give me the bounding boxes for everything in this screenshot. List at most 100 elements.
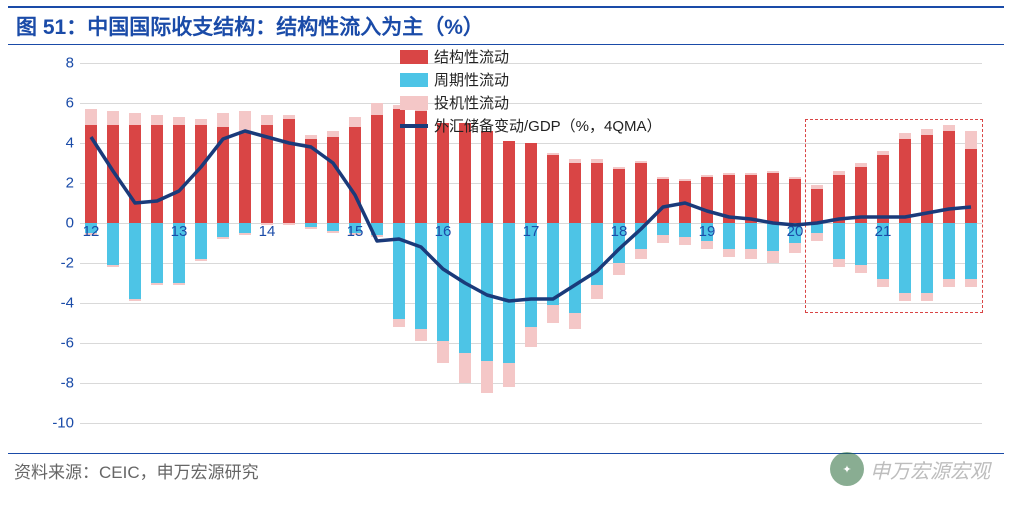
bar-speculative: [151, 283, 163, 285]
bar-speculative: [283, 115, 295, 119]
bar-cyclical: [811, 223, 823, 233]
bar-structural: [943, 131, 955, 223]
x-tick-label: 12: [83, 223, 100, 445]
bar-structural: [679, 181, 691, 223]
legend-item-structural: 结构性流动: [400, 46, 662, 67]
bar-speculative: [899, 293, 911, 301]
chart-title: 图 51：中国国际收支结构：结构性流入为主（%）: [16, 16, 484, 39]
bar-structural: [547, 155, 559, 223]
bar-speculative: [393, 319, 405, 327]
bar-speculative: [239, 233, 251, 235]
bar-cyclical: [415, 223, 427, 329]
legend-swatch-speculative: [400, 96, 428, 110]
watermark: ✦ 申万宏源宏观: [830, 452, 990, 486]
bar-structural: [349, 127, 361, 223]
legend-label-structural: 结构性流动: [434, 46, 509, 67]
y-tick-label: -4: [61, 295, 74, 312]
bar-cyclical: [107, 223, 119, 265]
bar-structural: [371, 115, 383, 223]
bar-cyclical: [635, 223, 647, 249]
chart-title-bar: 图 51：中国国际收支结构：结构性流入为主（%）: [8, 6, 1004, 45]
y-tick-label: 0: [66, 215, 74, 232]
bar-structural: [305, 139, 317, 223]
bar-cyclical: [767, 223, 779, 251]
bar-speculative: [327, 131, 339, 137]
bar-speculative: [811, 233, 823, 241]
y-tick-label: 4: [66, 135, 74, 152]
watermark-text: 申万宏源宏观: [870, 455, 990, 484]
legend-item-speculative: 投机性流动: [400, 92, 662, 113]
bar-structural: [217, 127, 229, 223]
bar-speculative: [217, 113, 229, 127]
bar-cyclical: [217, 223, 229, 237]
bar-speculative: [965, 131, 977, 149]
bar-speculative: [547, 305, 559, 323]
bar-speculative: [591, 285, 603, 299]
highlight-box: [805, 119, 983, 313]
bar-cyclical: [327, 223, 339, 231]
x-tick-label: 16: [435, 223, 452, 445]
bar-cyclical: [921, 223, 933, 293]
y-tick-label: 6: [66, 95, 74, 112]
bar-structural: [811, 189, 823, 223]
bar-speculative: [283, 223, 295, 225]
bar-structural: [921, 135, 933, 223]
bar-cyclical: [833, 223, 845, 259]
bar-speculative: [151, 115, 163, 125]
bar-speculative: [195, 119, 207, 125]
bar-speculative: [481, 361, 493, 393]
bar-structural: [701, 177, 713, 223]
bar-speculative: [261, 115, 273, 125]
bar-cyclical: [943, 223, 955, 279]
bar-speculative: [459, 353, 471, 383]
y-tick-label: -8: [61, 375, 74, 392]
bar-speculative: [811, 185, 823, 189]
x-tick-label: 15: [347, 223, 364, 445]
bar-cyclical: [657, 223, 669, 235]
bar-structural: [107, 125, 119, 223]
bar-speculative: [503, 363, 515, 387]
bar-speculative: [569, 313, 581, 329]
x-tick-label: 13: [171, 223, 188, 445]
bar-structural: [635, 163, 647, 223]
bar-speculative: [591, 159, 603, 163]
bar-speculative: [129, 299, 141, 301]
watermark-icon: ✦: [830, 452, 864, 486]
bar-structural: [481, 131, 493, 223]
y-tick-label: 8: [66, 55, 74, 72]
bar-speculative: [723, 173, 735, 175]
bar-cyclical: [965, 223, 977, 279]
bar-cyclical: [899, 223, 911, 293]
bar-speculative: [855, 163, 867, 167]
bar-structural: [327, 137, 339, 223]
bar-speculative: [767, 251, 779, 263]
x-tick-label: 20: [787, 223, 804, 445]
bar-speculative: [217, 237, 229, 239]
legend: 结构性流动 周期性流动 投机性流动 外汇储备变动/GDP（%，4QMA）: [400, 46, 662, 138]
bar-speculative: [679, 179, 691, 181]
bar-speculative: [107, 111, 119, 125]
bar-cyclical: [591, 223, 603, 285]
bar-structural: [965, 149, 977, 223]
bar-cyclical: [855, 223, 867, 265]
bar-structural: [569, 163, 581, 223]
bar-speculative: [855, 265, 867, 273]
bar-speculative: [569, 159, 581, 163]
bar-structural: [173, 125, 185, 223]
bar-cyclical: [569, 223, 581, 313]
bar-speculative: [85, 109, 97, 125]
bar-cyclical: [129, 223, 141, 299]
bar-structural: [525, 143, 537, 223]
bar-speculative: [943, 125, 955, 131]
bar-structural: [855, 167, 867, 223]
bar-cyclical: [195, 223, 207, 259]
bar-cyclical: [745, 223, 757, 249]
bar-speculative: [349, 117, 361, 127]
legend-label-cyclical: 周期性流动: [434, 69, 509, 90]
legend-swatch-structural: [400, 50, 428, 64]
bar-speculative: [547, 153, 559, 155]
bar-speculative: [635, 249, 647, 259]
bar-cyclical: [547, 223, 559, 305]
bar-structural: [899, 139, 911, 223]
bar-speculative: [239, 111, 251, 133]
